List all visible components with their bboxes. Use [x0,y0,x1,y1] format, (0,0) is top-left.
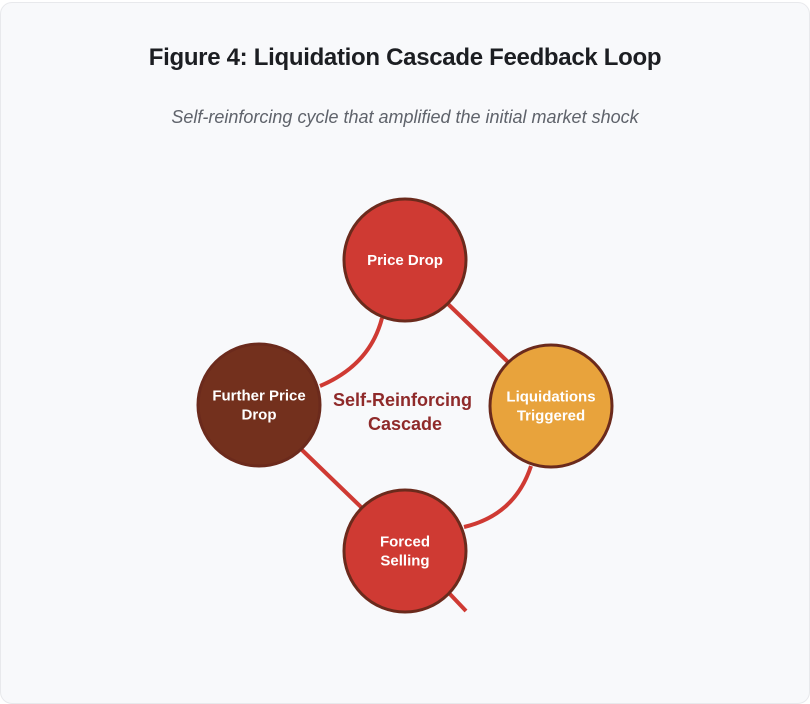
node-circle [488,343,614,469]
node-circle [342,488,468,614]
node-label: Price Drop [367,252,443,269]
node-further-price-drop: Further Price Drop [196,342,322,468]
node-circle [196,342,322,468]
node-label: Further Price Drop [212,388,305,424]
center-label: Self-Reinforcing Cascade [333,390,477,434]
figure-title: Figure 4: Liquidation Cascade Feedback L… [148,44,662,71]
edge-price-drop-to-liquidations [446,302,510,364]
node-liquidations-triggered: Liquidations Triggered [488,343,614,469]
edge-forced-selling-to-further-price-drop [300,448,364,510]
edge-liquidations-to-forced-selling [463,465,533,529]
figure-subtitle: Self-reinforcing cycle that amplified th… [171,107,639,127]
node-circle [342,197,468,323]
edge-tail [446,590,468,613]
node-price-drop: Price Drop [342,197,468,323]
edge-further-price-drop-to-price-drop [319,317,384,388]
node-label: Forced Selling [380,534,430,570]
node-label: Liquidations Triggered [506,389,595,425]
node-forced-selling: Forced Selling [342,488,468,614]
